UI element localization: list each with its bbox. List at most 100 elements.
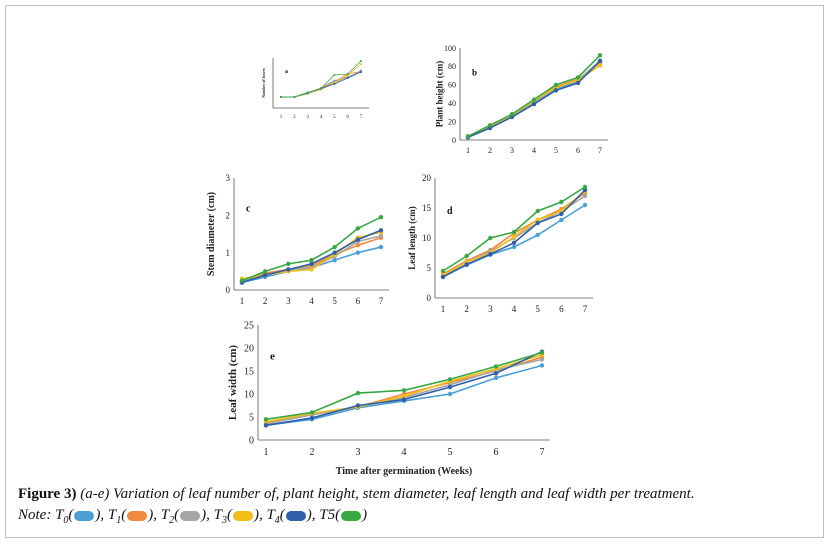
data-point-t4 — [333, 83, 336, 85]
legend-subscript: 2 — [169, 515, 175, 526]
data-point-t5 — [447, 377, 453, 382]
y-tick-label: 40 — [448, 99, 456, 108]
data-point-t5 — [355, 226, 361, 231]
panel-label: e — [270, 351, 275, 363]
data-point-t0 — [378, 244, 384, 250]
data-point-t2 — [582, 193, 588, 199]
data-point-t5 — [597, 53, 603, 58]
data-point-t5 — [575, 75, 581, 80]
series-line-t5 — [281, 60, 362, 98]
x-tick-label: 7 — [360, 115, 363, 120]
data-point-t5 — [440, 268, 446, 274]
y-axis-title: Number of leaves — [261, 68, 266, 98]
y-tick-label: 0 — [452, 136, 456, 145]
x-tick-label: 7 — [379, 296, 384, 306]
data-point-t4 — [355, 403, 361, 408]
data-point-t5 — [539, 350, 545, 355]
series-line-t5 — [467, 54, 601, 138]
y-tick-label: 20 — [448, 117, 456, 126]
data-point-t4 — [309, 415, 315, 421]
data-point-t4 — [332, 250, 337, 255]
data-point-t4 — [440, 274, 446, 280]
data-point-t4 — [511, 240, 517, 245]
panel-label: b — [472, 68, 477, 78]
y-tick-label: 2 — [226, 210, 231, 220]
x-tick-label: 2 — [293, 115, 296, 120]
data-point-t5 — [333, 74, 336, 76]
legend-items: T0(), T1(), T2(), T3(), T4(), T5() — [55, 507, 368, 526]
y-tick-label: 80 — [448, 62, 456, 71]
x-tick-label: 6 — [356, 296, 361, 306]
note-prefix: Note: — [18, 507, 52, 523]
x-tick-label: 6 — [346, 115, 349, 120]
data-point-t5 — [531, 97, 537, 102]
data-point-t5 — [309, 257, 314, 263]
series-line-t5 — [265, 351, 543, 421]
data-point-t5 — [509, 112, 515, 117]
y-tick-label: 15 — [244, 367, 254, 378]
x-tick-label: 3 — [510, 146, 514, 155]
data-point-t4 — [575, 80, 581, 86]
series-line-t2 — [281, 71, 362, 98]
legend-subscript: 0 — [63, 515, 69, 526]
data-point-t5 — [293, 96, 296, 98]
y-tick-label: 10 — [244, 390, 254, 401]
data-point-t4 — [360, 71, 362, 73]
legend-swatch — [285, 510, 306, 521]
legend-subscript: 4 — [274, 515, 280, 526]
legend-label: T5 — [315, 507, 336, 523]
x-tick-label: 1 — [466, 146, 470, 155]
chart-panel-d: 0 5 10 15 20 1 2 3 4 5 6 7 Leaf length (cm) d — [407, 173, 593, 314]
chart-panel-e: 0 5 10 15 20 25 1 2 3 4 5 6 7 Leaf width (cm) Time aft… — [227, 321, 550, 477]
x-tick-label: 3 — [488, 304, 493, 314]
legend-item: T5() — [315, 507, 368, 523]
data-point-t5 — [553, 82, 559, 87]
figure-caption: Figure 3) (a-e) Variation of leaf number… — [18, 484, 818, 504]
data-point-t3 — [597, 63, 603, 68]
legend-label: T — [55, 507, 64, 523]
data-point-t4 — [401, 397, 407, 402]
data-point-t0 — [447, 391, 453, 397]
x-tick-label: 1 — [264, 447, 269, 458]
x-tick-label: 7 — [540, 447, 545, 458]
x-tick-label: 1 — [240, 296, 245, 306]
legend-item: T1(), — [104, 507, 158, 526]
panel-label: d — [447, 206, 453, 217]
data-point-t5 — [535, 208, 540, 214]
x-tick-label: 4 — [512, 304, 517, 314]
data-point-t0 — [535, 232, 540, 238]
data-point-t0 — [355, 250, 361, 255]
legend-note: Note: T0(), T1(), T2(), T3(), T4(), T5() — [18, 507, 367, 526]
data-point-t0 — [333, 79, 336, 82]
y-axis-title: Stem diameter (cm) — [206, 192, 217, 276]
data-point-t4 — [464, 262, 469, 267]
x-tick-label: 6 — [576, 146, 580, 155]
data-point-t3 — [333, 81, 336, 84]
data-point-t4 — [346, 77, 349, 79]
legend-swatch — [74, 510, 95, 521]
y-tick-label: 100 — [444, 44, 456, 53]
data-point-t3 — [346, 74, 349, 77]
data-point-t2 — [539, 357, 545, 362]
x-axis-title: Time after germination (Weeks) — [336, 466, 473, 477]
data-point-t0 — [582, 202, 588, 208]
legend-label: T — [104, 507, 117, 523]
x-tick-label: 5 — [448, 447, 453, 458]
y-axis-title: Leaf length (cm) — [407, 206, 417, 269]
panel-label: a — [285, 69, 288, 75]
caption-text: (a-e) Variation of leaf number of, plant… — [80, 486, 695, 502]
legend-swatch — [180, 510, 201, 521]
legend-label: T — [262, 507, 275, 523]
data-point-t4 — [559, 211, 564, 217]
data-point-t5 — [465, 134, 471, 139]
data-point-t5 — [493, 364, 499, 369]
data-point-t4 — [447, 384, 453, 390]
data-point-t5 — [346, 73, 349, 75]
data-point-t5 — [360, 60, 362, 62]
data-point-t5 — [332, 244, 337, 250]
y-tick-label: 25 — [244, 321, 254, 332]
x-tick-label: 4 — [532, 146, 536, 155]
legend-item: T3(), — [209, 507, 263, 526]
data-point-t5 — [309, 410, 315, 415]
